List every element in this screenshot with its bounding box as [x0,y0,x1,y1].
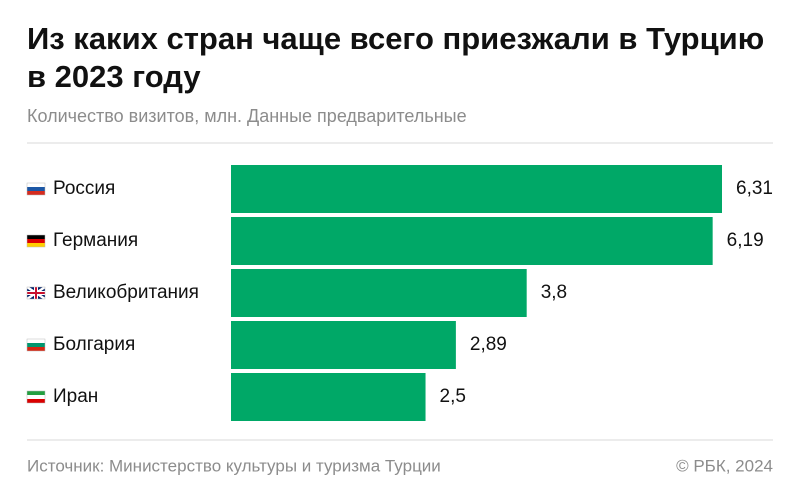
flag [27,243,45,247]
flag [26,234,46,248]
value-label: 3,8 [541,282,567,303]
value-label: 2,89 [470,334,507,355]
bar [231,321,456,369]
category-label: Великобритания [53,282,199,303]
category-label: Болгария [53,334,135,355]
category-label: Иран [53,386,98,407]
flag [26,390,46,404]
flag [27,191,45,195]
flag [27,287,45,299]
flag [27,235,45,239]
flag [27,183,45,187]
flag [27,343,45,347]
chart-title: Из каких стран чаще всего приезжали в Ту… [27,21,765,94]
bar [231,165,722,213]
chart-subtitle: Количество визитов, млн. Данные предвари… [27,106,467,126]
flag [26,338,46,352]
flag [27,399,45,403]
flag [27,395,45,399]
credit: © РБК, 2024 [676,456,773,475]
category-label: Германия [53,230,138,251]
flag [27,347,45,351]
flag [27,239,45,243]
value-label: 6,31 [736,178,773,199]
source: Источник: Министерство культуры и туризм… [27,456,441,475]
bar [231,373,426,421]
flag [27,339,45,343]
flag [27,391,45,395]
category-label: Россия [53,178,115,199]
flag [27,187,45,191]
value-label: 6,19 [727,230,764,251]
bar [231,217,713,265]
value-label: 2,5 [440,386,466,407]
flag [26,182,46,196]
flag [26,286,46,300]
bar [231,269,527,317]
